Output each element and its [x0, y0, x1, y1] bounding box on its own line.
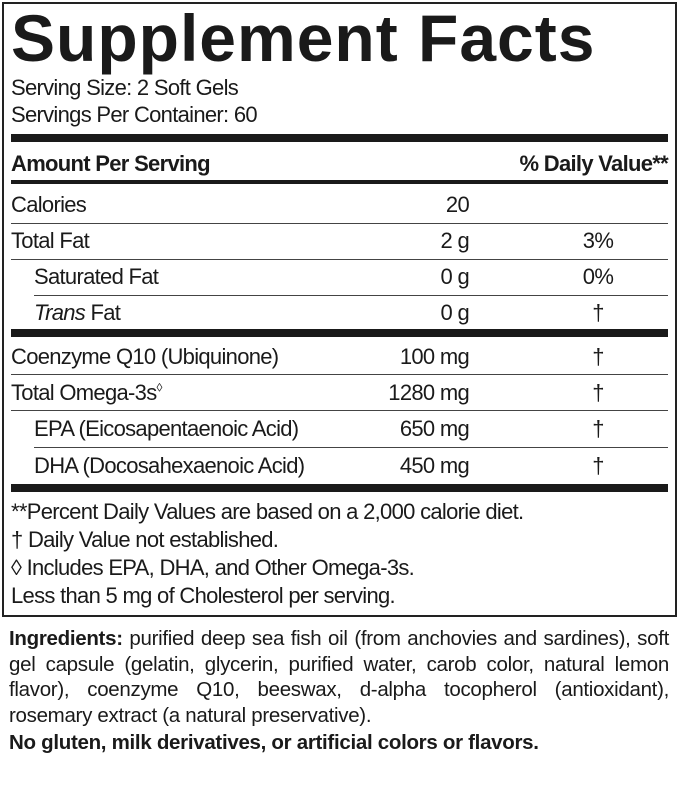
- servings-per-container: Servings Per Container: 60: [11, 102, 258, 127]
- row-dha-dv: †: [592, 453, 604, 478]
- row-total-fat-dv: 3%: [582, 228, 614, 253]
- supplement-facts-panel: Supplement Facts Serving Size: 2 Soft Ge…: [2, 1, 677, 617]
- row-divider: [34, 447, 668, 448]
- row-omega3-dv: †: [592, 380, 604, 405]
- row-coq10-dv: †: [592, 344, 604, 369]
- row-divider: [11, 410, 668, 411]
- omega3-label: Total Omega-3s: [11, 380, 157, 405]
- row-calories-amount: 20: [445, 192, 470, 217]
- panel-title: Supplement Facts: [11, 1, 596, 75]
- row-trans-fat-dv: †: [592, 300, 604, 325]
- footnote-dagger: † Daily Value not established.: [11, 527, 279, 552]
- row-epa-name: EPA (Eicosapentaenoic Acid): [34, 416, 299, 441]
- row-dha-name: DHA (Docosahexaenoic Acid): [34, 453, 305, 478]
- row-divider: [11, 223, 668, 224]
- row-divider: [11, 259, 668, 260]
- diamond-footnote-mark: ◊: [156, 380, 163, 395]
- row-epa-dv: †: [592, 416, 604, 441]
- thick-divider: [11, 329, 668, 337]
- ingredients-statement: Ingredients: purified deep sea fish oil …: [9, 626, 669, 728]
- row-coq10-name: Coenzyme Q10 (Ubiquinone): [11, 344, 279, 369]
- row-divider: [34, 295, 668, 296]
- row-epa-amount: 650 mg: [399, 416, 470, 441]
- ingredients-text: purified deep sea fish oil (from anchovi…: [9, 627, 669, 727]
- row-dha-amount: 450 mg: [399, 453, 470, 478]
- row-saturated-fat-name: Saturated Fat: [34, 264, 159, 289]
- ingredients-label: Ingredients:: [9, 627, 123, 650]
- row-total-fat-amount: 2 g: [440, 228, 470, 253]
- daily-value-header: % Daily Value**: [519, 151, 669, 176]
- amount-per-serving-header: Amount Per Serving: [11, 151, 211, 176]
- thick-divider: [11, 484, 668, 492]
- serving-size: Serving Size: 2 Soft Gels: [11, 75, 239, 100]
- footnote-daily-values: **Percent Daily Values are based on a 2,…: [11, 499, 524, 524]
- footnote-diamond: ◊ Includes EPA, DHA, and Other Omega-3s.: [11, 555, 415, 580]
- allergen-statement: No gluten, milk derivatives, or artifici…: [9, 731, 539, 754]
- row-omega3-amount: 1280 mg: [388, 380, 469, 405]
- trans-fat-label: Fat: [85, 300, 121, 325]
- row-total-fat-name: Total Fat: [11, 228, 90, 253]
- row-coq10-amount: 100 mg: [399, 344, 470, 369]
- thick-divider: [11, 134, 668, 142]
- row-saturated-fat-dv: 0%: [582, 264, 614, 289]
- row-saturated-fat-amount: 0 g: [440, 264, 470, 289]
- row-trans-fat-amount: 0 g: [440, 300, 470, 325]
- footnote-cholesterol: Less than 5 mg of Cholesterol per servin…: [11, 583, 396, 608]
- row-trans-fat-name: Trans Fat: [34, 300, 121, 326]
- row-omega3-name: Total Omega-3s◊: [11, 380, 162, 406]
- divider: [11, 180, 668, 184]
- row-divider: [11, 374, 668, 375]
- row-calories-name: Calories: [11, 192, 87, 217]
- trans-italic: Trans: [34, 300, 86, 325]
